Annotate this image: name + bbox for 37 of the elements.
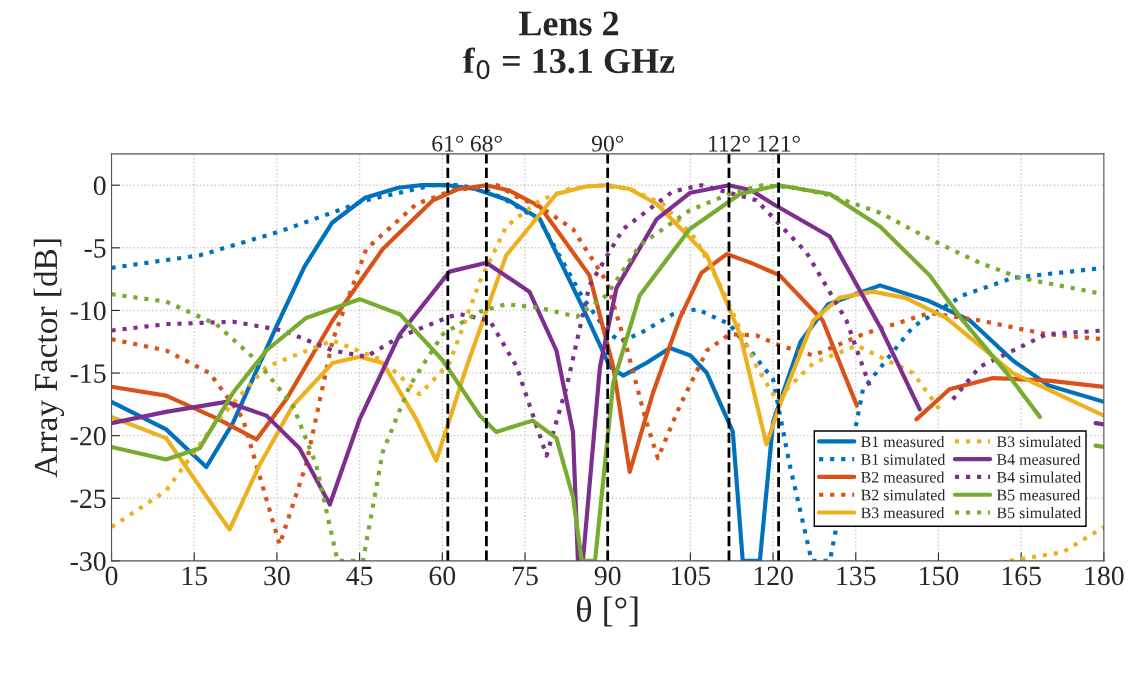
- y-tick-label: -10: [70, 301, 106, 321]
- y-tick-label: -5: [84, 239, 106, 258]
- ref-line-label: 90°: [591, 135, 624, 152]
- legend-label: B1 measured: [861, 435, 945, 448]
- legend-label: B1 simulated: [861, 453, 946, 465]
- legend-label: B5 simulated: [996, 507, 1082, 519]
- x-tick-label: 60: [429, 566, 456, 586]
- x-axis-title: θ [°]: [576, 596, 638, 627]
- ref-line-label: 68°: [470, 135, 502, 152]
- y-tick-label: -30: [70, 552, 106, 571]
- y-tick-label: -20: [70, 426, 106, 446]
- x-tick-label: 165: [1002, 566, 1041, 586]
- legend-label: B4 measured: [996, 453, 1081, 465]
- chart-title: Lens 2 f$_{0}$ = 13.1 GHz: [462, 11, 675, 80]
- legend-label: B4 simulated: [996, 471, 1082, 483]
- legend-label: B3 simulated: [996, 435, 1082, 448]
- y-tick-label: -25: [70, 489, 106, 509]
- x-tick-label: 45: [346, 566, 373, 586]
- ref-line-label: 112°: [709, 135, 750, 152]
- x-tick-label: 180: [1085, 566, 1124, 586]
- x-tick-label: 105: [672, 566, 711, 586]
- x-tick-label: 30: [264, 566, 290, 586]
- ref-line-label: 121°: [758, 135, 800, 152]
- legend-label: B3 measured: [861, 507, 945, 519]
- x-tick-label: 75: [512, 566, 538, 586]
- x-tick-label: 15: [182, 566, 208, 586]
- x-tick-label: 150: [920, 566, 959, 586]
- x-tick-label: 120: [754, 566, 793, 586]
- y-axis-title: Array Factor [dB]: [33, 239, 65, 478]
- legend-label: B5 measured: [996, 489, 1081, 501]
- ref-line-label: 61°: [432, 135, 464, 152]
- y-tick-label: -15: [70, 364, 106, 383]
- y-tick-label: 0: [93, 176, 106, 196]
- x-tick-label: 90: [594, 566, 621, 586]
- legend-label: B2 measured: [861, 471, 945, 483]
- legend-label: B2 simulated: [861, 489, 946, 501]
- x-tick-label: 135: [837, 566, 876, 586]
